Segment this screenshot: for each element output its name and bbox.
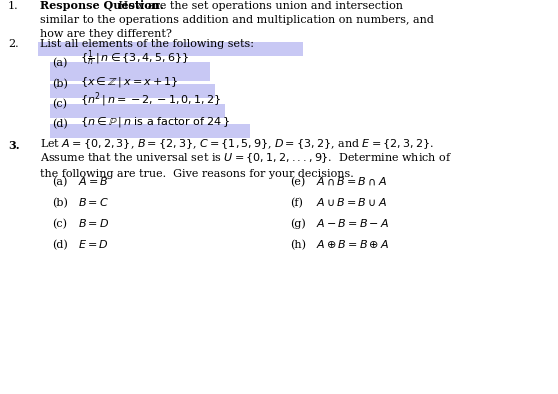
FancyBboxPatch shape (38, 42, 303, 56)
Text: (b): (b) (52, 79, 68, 89)
Text: (b): (b) (52, 198, 68, 208)
Text: Assume that the universal set is $U = \{0,1,2,...,9\}$.  Determine which of: Assume that the universal set is $U = \{… (40, 151, 452, 165)
Text: $\{\frac{1}{n}\,|\,n \in \{3,4,5,6\}\}$: $\{\frac{1}{n}\,|\,n \in \{3,4,5,6\}\}$ (80, 48, 189, 68)
Text: (f): (f) (290, 198, 303, 208)
Text: $A \cup B = B \cup A$: $A \cup B = B \cup A$ (316, 196, 387, 208)
Text: $E = D$: $E = D$ (78, 238, 109, 250)
Text: How are the set operations union and intersection: How are the set operations union and int… (115, 1, 403, 11)
Text: (c): (c) (52, 219, 67, 229)
Text: (e): (e) (290, 177, 305, 187)
Text: List all elements of the following sets:: List all elements of the following sets: (40, 39, 254, 49)
Text: $A - B = B - A$: $A - B = B - A$ (316, 217, 389, 229)
Text: $A \cap B = B \cap A$: $A \cap B = B \cap A$ (316, 175, 387, 187)
Text: (h): (h) (290, 240, 306, 250)
Text: $B = C$: $B = C$ (78, 196, 109, 208)
Text: $\{x \in \mathbb{Z}\,|\,x = x+1\}$: $\{x \in \mathbb{Z}\,|\,x = x+1\}$ (80, 75, 179, 89)
FancyBboxPatch shape (50, 84, 215, 98)
Text: $\{n^2\,|\,n = -2,-1,0,1,2\}$: $\{n^2\,|\,n = -2,-1,0,1,2\}$ (80, 90, 221, 109)
Text: $\{n \in \mathbb{P}\,|\,n\text{ is a factor of }24\,\}$: $\{n \in \mathbb{P}\,|\,n\text{ is a fac… (80, 115, 230, 129)
Text: $A = B$: $A = B$ (78, 175, 109, 187)
Text: 1.: 1. (8, 1, 18, 11)
Text: similar to the operations addition and multiplication on numbers, and: similar to the operations addition and m… (40, 15, 434, 25)
Text: 3.: 3. (8, 140, 20, 151)
Text: the following are true.  Give reasons for your decisions.: the following are true. Give reasons for… (40, 169, 354, 179)
Text: $A \oplus B = B \oplus A$: $A \oplus B = B \oplus A$ (316, 238, 389, 250)
Text: (g): (g) (290, 218, 306, 229)
Text: $B = D$: $B = D$ (78, 217, 109, 229)
FancyBboxPatch shape (50, 104, 225, 118)
Text: (a): (a) (52, 58, 68, 68)
Text: (d): (d) (52, 240, 68, 250)
FancyBboxPatch shape (50, 124, 250, 138)
Text: Response Question.: Response Question. (40, 0, 163, 11)
Text: (d): (d) (52, 119, 68, 129)
FancyBboxPatch shape (50, 62, 210, 81)
Text: (c): (c) (52, 98, 67, 109)
Text: 2.: 2. (8, 39, 18, 49)
Text: (a): (a) (52, 177, 68, 187)
Text: how are they different?: how are they different? (40, 29, 172, 39)
Text: Let $A = \{0,2,3\}$, $B = \{2,3\}$, $C = \{1,5,9\}$, $D = \{3,2\}$, and $E = \{2: Let $A = \{0,2,3\}$, $B = \{2,3\}$, $C =… (40, 137, 434, 151)
